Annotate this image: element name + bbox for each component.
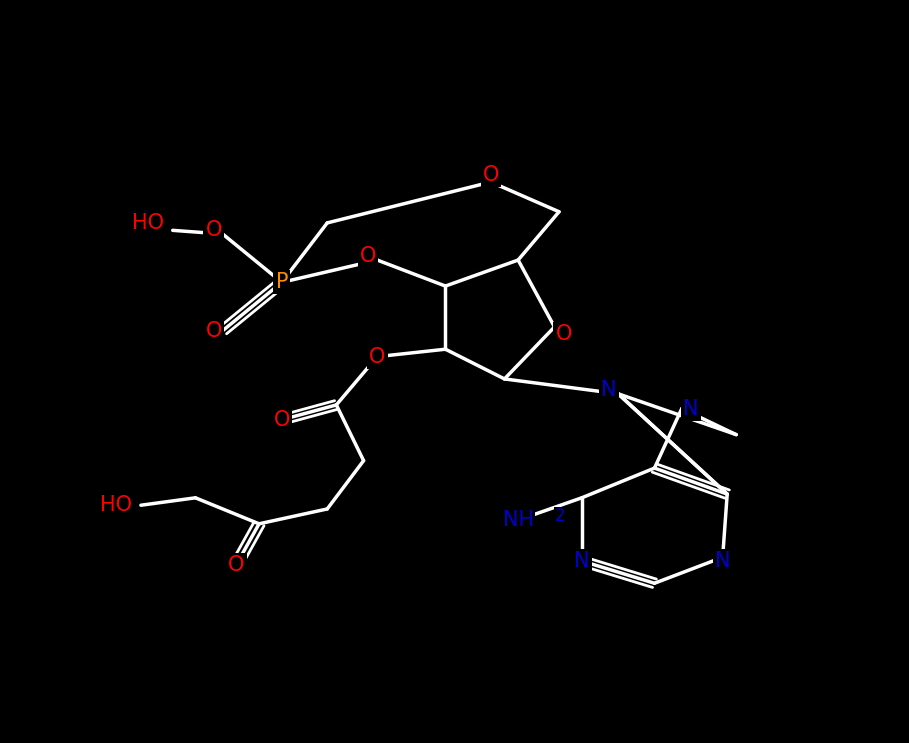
Text: N: N	[574, 551, 590, 571]
Text: O: O	[205, 221, 222, 240]
Text: O: O	[228, 555, 245, 574]
Text: N: N	[714, 551, 731, 571]
Text: P: P	[275, 273, 288, 292]
Text: O: O	[483, 165, 499, 184]
Text: HO: HO	[132, 213, 164, 233]
Text: O: O	[205, 321, 222, 340]
Text: 2: 2	[554, 507, 565, 525]
Text: O: O	[360, 247, 376, 266]
Text: O: O	[369, 347, 385, 366]
Text: N: N	[601, 380, 617, 400]
Text: O: O	[555, 325, 572, 344]
Text: NH: NH	[503, 510, 534, 530]
Text: O: O	[274, 410, 290, 429]
Text: N: N	[683, 399, 699, 418]
Text: HO: HO	[100, 496, 132, 515]
